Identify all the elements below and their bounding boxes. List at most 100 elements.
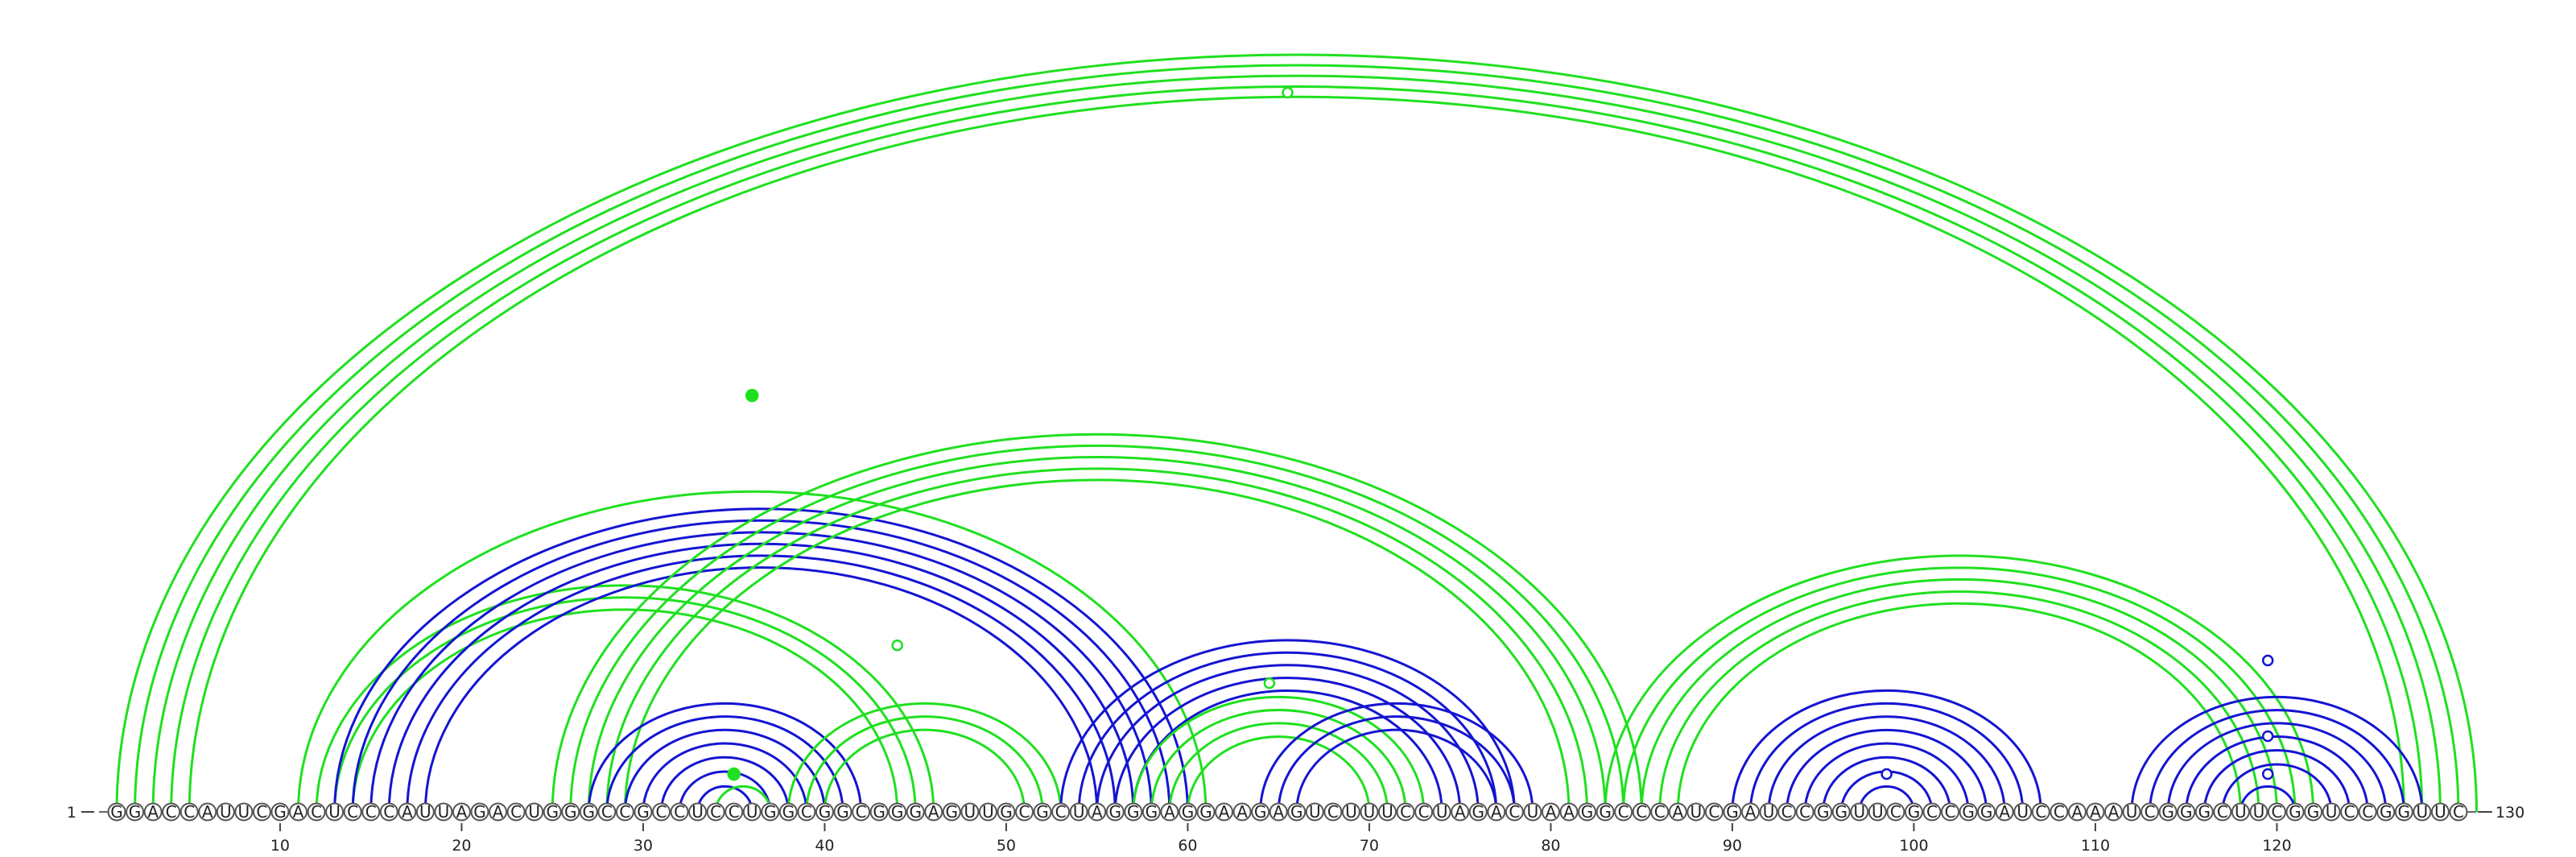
nucleotide-letter: U [1309,802,1321,822]
marker-green-3 [1263,677,1276,689]
arc-green-1-131 [115,53,2478,813]
nucleotide-letter: C [1654,802,1666,822]
nucleotide-letter: C [1945,802,1956,822]
nucleotide-letter: C [256,802,267,822]
nucleotide-42: C [852,802,871,822]
nucleotide-circle [2122,802,2141,822]
nucleotide-circle [1686,802,1706,822]
nucleotide-letter: G [583,802,596,822]
nucleotide-letter: C [1708,802,1719,822]
nucleotide-111: A [2104,802,2123,822]
nucleotide-letter: C [2054,802,2065,822]
nucleotide-88: U [1686,802,1706,822]
nucleotide-circle [2140,802,2160,822]
nucleotide-letter: A [2090,802,2101,822]
nucleotide-circle [1124,802,1143,822]
arc-blue-115-125 [2185,735,2369,813]
arc-blue-92-105 [1767,715,2006,813]
nucleotide-circle [1069,802,1088,822]
nucleotide-letter: C [1400,802,1411,822]
nucleotide-circle [343,802,362,822]
nucleotide-17: A [398,802,417,822]
nucleotide-circle [1323,802,1343,822]
arc-blue-93-104 [1785,728,1988,813]
nucleotide-116: G [2194,802,2214,822]
arc-green-2-130 [134,64,2460,813]
nucleotide-circle [1341,802,1360,822]
nucleotide-circle [2086,802,2105,822]
nucleotide-85: C [1632,802,1651,822]
nucleotide-99: C [1886,802,1905,822]
nucleotide-circle [1141,802,1161,822]
nucleotide-letter: U [1527,802,1539,822]
nucleotide-circle [252,802,271,822]
tick-label-90: 90 [1723,837,1742,855]
arc-green-85-120 [1640,578,2278,813]
arc-blue-55-76 [1096,664,1480,813]
nucleotide-circle [1614,802,1633,822]
nucleotide-circle [361,802,381,822]
arc-blue-90-107 [1731,689,2042,813]
arc-blue-32-37 [678,770,772,813]
nucleotide-11: A [289,802,308,822]
nucleotide-69: U [1341,802,1360,822]
nucleotide-circle [2177,802,2196,822]
nucleotide-circle [415,802,435,822]
nucleotide-circle [2213,802,2232,822]
nucleotide-30: G [634,802,653,822]
nucleotide-letter: A [928,802,939,822]
nucleotide-letter: A [1092,802,1103,822]
nucleotide-77: A [1487,802,1506,822]
nucleotide-circle [579,802,598,822]
nucleotide-circle [670,802,689,822]
nucleotide-letter: A [147,802,159,822]
nucleotide-letter: C [184,802,195,822]
nucleotide-68: C [1323,802,1343,822]
nucleotide-letter: U [1690,802,1703,822]
nucleotide-79: U [1523,802,1542,822]
arc-blue-14-59 [351,519,1171,813]
nucleotide-58: G [1141,802,1161,822]
nucleotide-letter: A [456,802,468,822]
arc-green-39-52 [805,715,1044,813]
nucleotide-circle [216,802,235,822]
nucleotide-circle [1033,802,1052,822]
nucleotide-letter: G [2398,802,2411,822]
nucleotide-122: G [2304,802,2323,822]
nucleotide-circle [1831,802,1851,822]
nucleotide-circle [1160,802,1179,822]
nucleotide-circle [270,802,290,822]
nucleotide-letter: G [564,802,577,822]
nucleotide-letter: U [2017,802,2029,822]
nucleotide-letter: G [1599,802,1612,822]
nucleotide-letter: C [347,802,358,822]
nucleotide-circle [1904,802,1923,822]
nucleotide-letter: A [402,802,413,822]
nucleotide-letter: A [1236,802,1248,822]
nucleotide-6: A [198,802,217,822]
nucleotide-letter: G [2198,802,2211,822]
arc-blue-30-39 [642,742,808,813]
nucleotide-26: G [561,802,580,822]
nucleotide-letter: C [1636,802,1647,822]
nucleotide-letter: G [764,802,777,822]
nucleotide-letter: A [2072,802,2083,822]
nucleotide-letter: G [1962,802,1975,822]
nucleotide-letter: U [2434,802,2446,822]
nucleotide-66: G [1287,802,1307,822]
nucleotide-circle [2322,802,2341,822]
arc-green-29-81 [623,478,1571,813]
nucleotide-letter: C [1781,802,1793,822]
nucleotide-45: G [906,802,925,822]
arc-green-27-83 [587,456,1607,813]
nucleotide-circle [960,802,980,822]
nucleotide-letter: C [2271,802,2282,822]
nucleotide-letter: C [2344,802,2355,822]
nucleotide-57: G [1124,802,1143,822]
nucleotide-letter: A [1455,802,1466,822]
nucleotide-circle [452,802,471,822]
nucleotide-letter: C [1418,802,1430,822]
nucleotide-letter: C [1509,802,1520,822]
tick-label-110: 110 [2081,837,2110,855]
